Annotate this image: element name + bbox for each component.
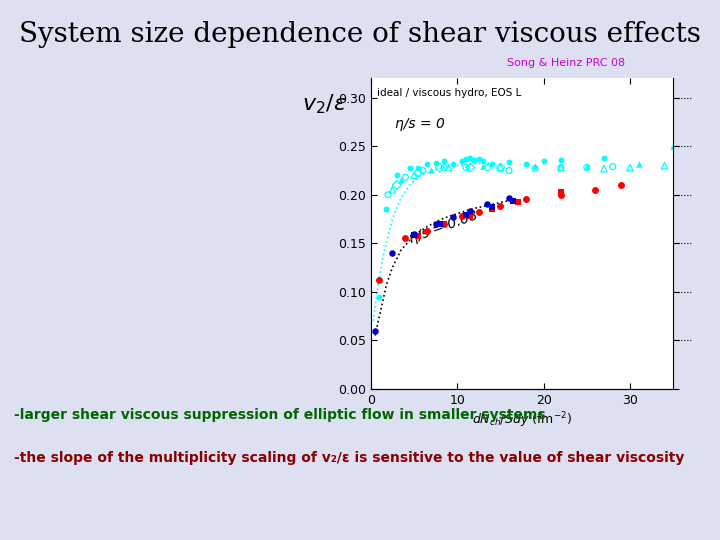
Point [555,156,567,164]
Point [438,163,450,172]
Point [387,248,398,257]
Point [486,159,498,168]
Point [456,157,467,165]
Point [391,181,402,190]
Point [460,211,472,219]
Point [464,153,476,162]
Point [421,159,433,168]
Point [486,203,498,212]
Point [426,165,437,174]
Text: η/s = 0.08: η/s = 0.08 [407,208,480,246]
Point [438,220,450,228]
Point [486,205,498,214]
Point [482,163,493,172]
Point [434,220,446,228]
Point [382,191,394,199]
Point [624,163,636,172]
Point [659,161,670,170]
Point [374,292,385,301]
Point [421,226,433,235]
Point [512,197,523,206]
Point [413,168,424,177]
Point [400,173,411,181]
Point [460,163,472,172]
Point [581,161,593,170]
Point [469,156,480,164]
Point [381,205,392,214]
Point [495,163,506,172]
Point [473,154,485,163]
Point [521,159,532,168]
Text: Song & Heinz PRC 08: Song & Heinz PRC 08 [507,57,625,68]
Point [503,166,515,175]
Point [598,153,610,162]
Point [413,232,424,241]
Point [438,157,450,165]
Point [482,200,493,209]
Point [529,161,541,170]
Point [438,220,450,228]
Point [460,154,472,163]
Point [404,163,415,172]
Point [495,202,506,211]
Point [456,212,467,220]
Point [598,164,610,173]
Text: $v_2/\varepsilon$: $v_2/\varepsilon$ [302,92,346,116]
Point [464,163,476,172]
Point [408,231,420,240]
Point [503,158,515,166]
Point [555,163,567,172]
Point [391,171,402,180]
Point [417,166,428,175]
Point [633,159,644,168]
Point [408,229,420,238]
Point [413,163,424,172]
Point [538,157,549,165]
Point [529,164,541,173]
Text: System size dependence of shear viscous effects: System size dependence of shear viscous … [19,22,701,49]
Point [434,163,446,172]
Point [508,196,519,205]
Point [443,163,454,172]
Text: -larger shear viscous suppression of elliptic flow in smaller systems: -larger shear viscous suppression of ell… [14,408,546,422]
Point [374,276,385,285]
Text: -the slope of the multiplicity scaling of v₂/ε is sensitive to the value of shea: -the slope of the multiplicity scaling o… [14,451,685,465]
Text: η/s = 0: η/s = 0 [395,117,445,131]
Point [447,159,459,168]
Point [521,194,532,203]
Point [464,212,476,220]
Point [590,186,601,194]
Point [581,163,593,172]
Point [400,234,411,242]
Text: ideal / viscous hydro, EOS L: ideal / viscous hydro, EOS L [377,87,521,98]
Point [447,213,459,221]
Point [477,157,489,165]
Point [667,142,679,151]
Point [464,207,476,215]
Point [555,187,567,196]
Point [369,326,381,335]
Point [495,163,506,172]
Point [607,163,618,171]
Point [503,193,515,202]
Point [555,191,567,199]
Point [387,186,398,194]
Point [408,171,420,180]
Point [473,208,485,217]
X-axis label: $dN_{ch}/Sdy\ (\mathrm{fm}^{-2})$: $dN_{ch}/Sdy\ (\mathrm{fm}^{-2})$ [472,411,572,430]
Point [430,220,441,228]
Point [616,181,627,190]
Point [430,158,441,167]
Point [477,161,489,170]
Point [555,163,567,172]
Point [395,176,407,185]
